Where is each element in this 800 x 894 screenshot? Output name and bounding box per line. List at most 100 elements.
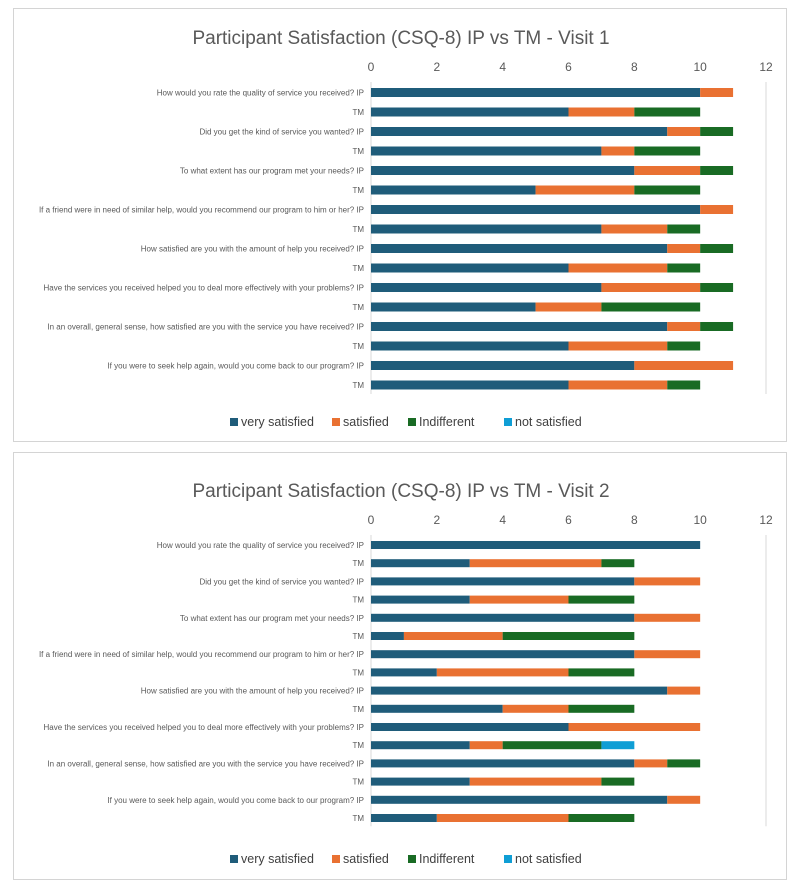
- category-label: If a friend were in need of similar help…: [39, 206, 364, 215]
- bar-segment-satisfied: [634, 650, 701, 659]
- category-label: TM: [352, 778, 364, 787]
- category-label: To what extent has our program met your …: [180, 614, 364, 623]
- x-tick-label: 8: [631, 60, 638, 74]
- x-tick-label: 4: [499, 60, 506, 74]
- legend-swatch-not-satisfied: [504, 418, 512, 426]
- bar-segment-satisfied: [667, 795, 701, 804]
- bar-segment-very-satisfied: [371, 166, 635, 175]
- bar-segment-very-satisfied: [371, 127, 668, 136]
- bar-segment-very-satisfied: [371, 146, 602, 156]
- bar-segment-satisfied: [634, 613, 701, 622]
- bar-segment-satisfied: [568, 723, 701, 731]
- bar-segment-indifferent: [667, 759, 701, 768]
- bar-segment-satisfied: [667, 244, 701, 253]
- category-label: TM: [352, 668, 364, 677]
- bar-segment-very-satisfied: [371, 283, 602, 292]
- category-label: In an overall, general sense, how satisf…: [47, 323, 364, 332]
- bar-segment-satisfied: [469, 777, 602, 786]
- bar-segment-very-satisfied: [371, 759, 635, 768]
- category-label: To what extent has our program met your …: [180, 167, 364, 176]
- chart-visit-2: Participant Satisfaction (CSQ-8) IP vs T…: [39, 481, 773, 866]
- legend-swatch-very-satisfied: [230, 855, 238, 863]
- category-label: TM: [352, 342, 364, 351]
- bar-segment-very-satisfied: [371, 541, 701, 549]
- bar-segment-satisfied: [535, 302, 602, 312]
- category-label: TM: [352, 381, 364, 390]
- bar-segment-satisfied: [634, 577, 701, 586]
- category-label: If you were to seek help again, would yo…: [107, 362, 364, 371]
- legend-label-indifferent: Indifferent: [419, 852, 475, 866]
- bar-segment-very-satisfied: [371, 107, 569, 117]
- bar-segment-indifferent: [568, 704, 635, 713]
- category-label: TM: [352, 559, 364, 568]
- bar-segment-satisfied: [502, 704, 569, 713]
- category-label: TM: [352, 303, 364, 312]
- category-label: TM: [352, 814, 364, 823]
- bar-segment-very-satisfied: [371, 595, 470, 604]
- x-tick-label: 12: [759, 60, 773, 74]
- category-label: In an overall, general sense, how satisf…: [47, 759, 364, 768]
- legend-label-satisfied: satisfied: [343, 852, 389, 866]
- bar-segment-indifferent: [601, 302, 701, 312]
- legend-swatch-satisfied: [332, 418, 340, 426]
- bar-segment-very-satisfied: [371, 205, 701, 214]
- bar-segment-satisfied: [667, 686, 701, 695]
- category-label: TM: [352, 741, 364, 750]
- category-label: TM: [352, 264, 364, 273]
- category-label: How satisfied are you with the amount of…: [141, 245, 364, 254]
- x-tick-label: 4: [499, 513, 506, 527]
- bar-segment-satisfied: [601, 283, 701, 292]
- x-tick-label: 10: [693, 60, 707, 74]
- bar-segment-satisfied: [700, 205, 734, 214]
- category-label: How satisfied are you with the amount of…: [141, 687, 364, 696]
- bar-segment-satisfied: [568, 341, 668, 351]
- bar-segment-satisfied: [535, 185, 635, 195]
- bar-segment-very-satisfied: [371, 380, 569, 390]
- legend-label-very-satisfied: very satisfied: [241, 415, 314, 429]
- bar-segment-very-satisfied: [371, 723, 569, 731]
- bar-segment-satisfied: [436, 668, 569, 677]
- x-tick-label: 10: [693, 513, 707, 527]
- bar-segment-indifferent: [667, 263, 701, 273]
- x-tick-label: 6: [565, 513, 572, 527]
- category-label: TM: [352, 632, 364, 641]
- legend-swatch-indifferent: [408, 418, 416, 426]
- bar-segment-not-satisfied: [601, 741, 635, 750]
- bar-segment-satisfied: [568, 380, 668, 390]
- bar-segment-satisfied: [634, 361, 734, 370]
- bar-segment-satisfied: [601, 146, 635, 156]
- bar-segment-very-satisfied: [371, 632, 404, 640]
- bar-segment-indifferent: [634, 107, 701, 117]
- bar-segment-very-satisfied: [371, 244, 668, 253]
- category-label: TM: [352, 147, 364, 156]
- bar-segment-indifferent: [700, 322, 734, 331]
- bar-segment-very-satisfied: [371, 650, 635, 659]
- bar-segment-satisfied: [436, 814, 569, 822]
- bar-segment-satisfied: [634, 166, 701, 175]
- x-tick-label: 6: [565, 60, 572, 74]
- legend-swatch-indifferent: [408, 855, 416, 863]
- bar-segment-indifferent: [700, 283, 734, 292]
- category-label: TM: [352, 705, 364, 714]
- bar-segment-very-satisfied: [371, 814, 437, 822]
- bar-segment-satisfied: [601, 224, 668, 234]
- category-label: TM: [352, 225, 364, 234]
- bar-segment-satisfied: [568, 107, 635, 117]
- x-tick-label: 12: [759, 513, 773, 527]
- bar-segment-indifferent: [502, 741, 602, 750]
- chart-visit-1: Participant Satisfaction (CSQ-8) IP vs T…: [39, 28, 773, 429]
- category-label: If a friend were in need of similar help…: [39, 650, 364, 659]
- bar-segment-very-satisfied: [371, 686, 668, 695]
- bar-segment-indifferent: [502, 632, 635, 640]
- category-label: Have the services you received helped yo…: [44, 284, 364, 293]
- bar-segment-satisfied: [403, 632, 503, 640]
- bar-segment-very-satisfied: [371, 224, 602, 234]
- category-label: If you were to seek help again, would yo…: [107, 796, 364, 805]
- chart-panel-visit-1: Participant Satisfaction (CSQ-8) IP vs T…: [13, 8, 787, 442]
- category-label: How would you rate the quality of servic…: [157, 541, 364, 550]
- category-label: TM: [352, 108, 364, 117]
- bar-segment-very-satisfied: [371, 795, 668, 804]
- bar-segment-indifferent: [568, 595, 635, 604]
- x-tick-label: 2: [433, 60, 440, 74]
- bar-segment-satisfied: [700, 88, 734, 97]
